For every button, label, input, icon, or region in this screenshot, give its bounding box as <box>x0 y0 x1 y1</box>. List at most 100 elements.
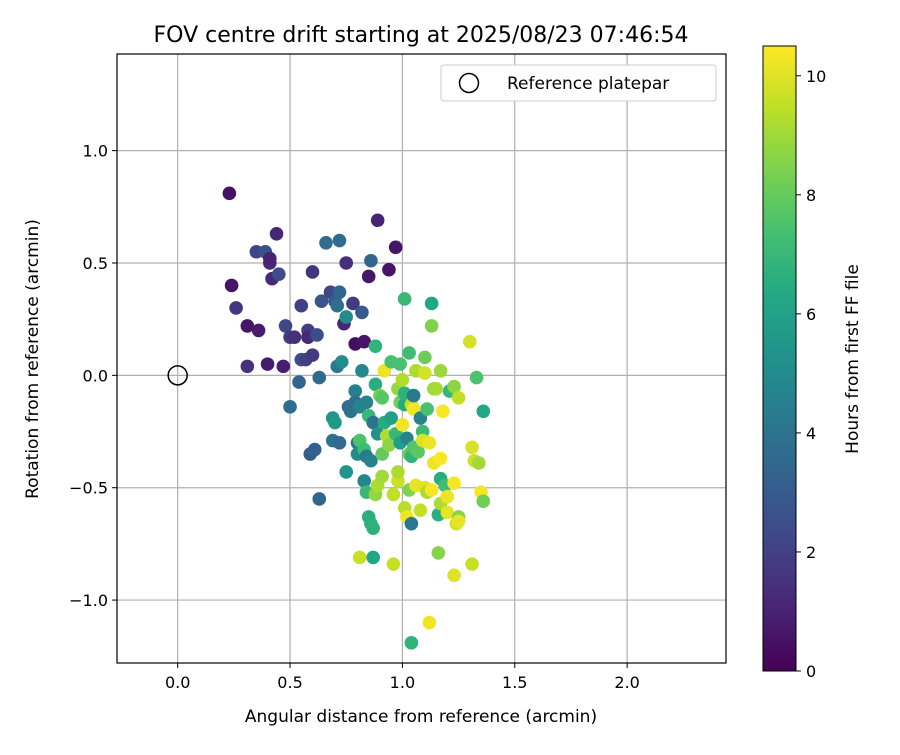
data-point <box>463 334 477 349</box>
data-point <box>422 615 437 630</box>
data-point <box>330 298 345 313</box>
data-point <box>368 339 383 353</box>
chart-title: FOV centre drift starting at 2025/08/23 … <box>154 23 689 48</box>
data-point <box>364 253 378 268</box>
colorbar-gradient <box>763 46 796 671</box>
data-point <box>436 404 450 419</box>
y-tick-label: 1.0 <box>83 142 108 161</box>
data-point <box>332 435 347 450</box>
data-point <box>465 557 479 571</box>
data-point <box>357 474 371 488</box>
data-point <box>393 357 407 371</box>
data-point <box>305 348 320 362</box>
data-point <box>440 505 455 520</box>
data-point <box>278 319 293 333</box>
colorbar-label: Hours from first FF file <box>843 264 863 454</box>
data-point <box>307 442 322 457</box>
data-point <box>355 305 369 320</box>
data-point <box>370 213 385 228</box>
y-tick-label: −1.0 <box>69 591 108 610</box>
data-point <box>276 359 291 374</box>
data-point <box>424 483 439 497</box>
data-point <box>328 415 342 430</box>
data-point <box>411 444 425 459</box>
data-point <box>404 635 419 650</box>
data-point <box>368 377 383 392</box>
data-point <box>240 319 255 333</box>
data-point <box>260 357 275 371</box>
data-point <box>420 402 434 416</box>
colorbar-ticks: 0 2 4 6 8 10 <box>796 67 826 681</box>
x-axis-label: Angular distance from reference (arcmin) <box>245 707 597 727</box>
data-point <box>305 265 320 279</box>
data-point <box>364 453 378 468</box>
data-point <box>272 267 286 282</box>
data-points <box>167 186 491 650</box>
colorbar-tick-label: 10 <box>806 67 826 86</box>
data-point <box>465 440 479 455</box>
data-point <box>447 379 461 394</box>
colorbar-tick-label: 6 <box>806 305 816 324</box>
colorbar-tick-label: 0 <box>806 662 816 681</box>
data-point <box>406 388 421 403</box>
data-point <box>447 476 461 491</box>
data-point <box>366 550 380 565</box>
data-point <box>388 240 403 255</box>
data-point <box>404 516 419 531</box>
data-point <box>375 391 389 405</box>
data-point <box>339 310 354 324</box>
data-point <box>269 226 284 241</box>
data-point <box>287 330 302 344</box>
data-point <box>310 328 324 342</box>
data-point <box>395 373 410 387</box>
legend: Reference platepar <box>440 64 717 102</box>
data-point <box>431 546 446 560</box>
data-point <box>418 366 432 380</box>
data-point <box>359 395 374 410</box>
x-tick-label: 2.0 <box>614 673 639 692</box>
data-point <box>451 514 466 529</box>
data-point <box>391 465 405 479</box>
colorbar: 0 2 4 6 8 10 Hours from first FF file <box>762 45 863 681</box>
legend-box <box>440 64 717 102</box>
data-point <box>424 296 439 311</box>
data-point <box>334 355 349 369</box>
x-tick-label: 0.5 <box>277 673 302 692</box>
grid-lines <box>117 54 726 663</box>
legend-label: Reference platepar <box>507 74 669 94</box>
plot-frame <box>116 53 727 664</box>
data-point <box>382 438 396 452</box>
data-point <box>451 391 466 405</box>
data-point <box>339 256 354 270</box>
data-point <box>476 404 491 419</box>
y-tick-label: 0.0 <box>83 366 108 385</box>
data-point <box>312 492 327 506</box>
data-point <box>429 382 443 396</box>
data-point <box>476 494 491 508</box>
data-point <box>395 417 410 432</box>
data-point <box>332 285 347 300</box>
data-point <box>472 456 486 470</box>
data-point <box>366 415 380 430</box>
data-point <box>384 411 398 425</box>
data-point <box>332 233 347 248</box>
data-point <box>366 521 380 535</box>
data-point <box>352 550 367 565</box>
data-point <box>240 359 255 374</box>
data-point <box>294 298 309 313</box>
x-tick-label: 1.0 <box>390 673 415 692</box>
data-point <box>357 334 371 349</box>
colorbar-frame <box>762 45 797 672</box>
data-point <box>413 503 428 517</box>
data-point <box>292 375 306 389</box>
data-point <box>397 292 412 306</box>
data-point <box>355 364 369 378</box>
data-point <box>224 278 239 293</box>
data-point <box>382 262 396 277</box>
colorbar-tick-label: 2 <box>806 543 816 562</box>
data-point <box>346 296 360 311</box>
data-point <box>402 346 416 360</box>
data-point <box>440 489 455 504</box>
